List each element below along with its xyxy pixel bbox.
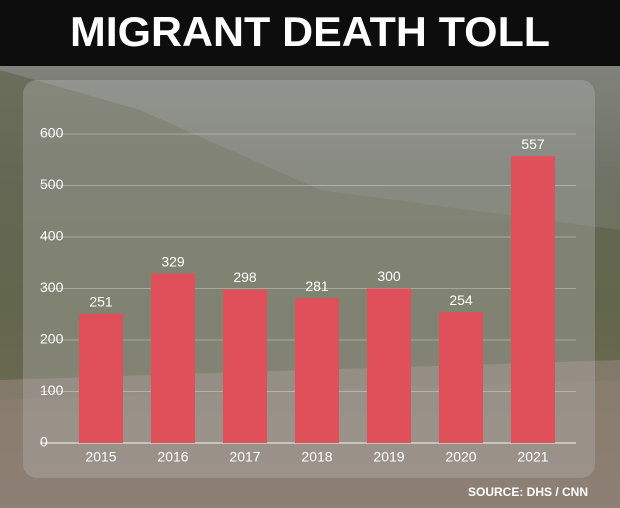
x-tick-label: 2015 [85,449,116,465]
y-tick-label: 600 [40,125,64,141]
value-label: 557 [521,136,545,152]
y-tick-label: 500 [40,176,64,192]
y-tick-label: 300 [40,279,64,295]
y-tick-label: 200 [40,331,64,347]
value-label: 281 [305,278,329,294]
y-tick-label: 400 [40,228,64,244]
value-label: 254 [449,292,473,308]
y-tick-label: 100 [40,382,64,398]
x-tick-label: 2017 [229,449,260,465]
y-tick-label: 0 [40,434,48,450]
value-label: 329 [161,253,185,269]
bar [295,298,339,443]
bar [439,312,483,443]
value-label: 298 [233,269,257,285]
x-tick-label: 2016 [157,449,188,465]
value-label: 300 [377,268,401,284]
chart-title: MIGRANT DEATH TOLL [70,8,550,55]
bar [223,289,267,443]
bar [151,273,195,443]
x-tick-label: 2018 [301,449,332,465]
title-band [0,0,620,66]
bar [367,288,411,443]
x-tick-label: 2021 [517,449,548,465]
bar [511,156,555,443]
bar [79,313,123,443]
x-tick-label: 2019 [373,449,404,465]
source-note: SOURCE: DHS / CNN [468,485,588,499]
x-tick-label: 2020 [445,449,476,465]
value-label: 251 [89,293,113,309]
